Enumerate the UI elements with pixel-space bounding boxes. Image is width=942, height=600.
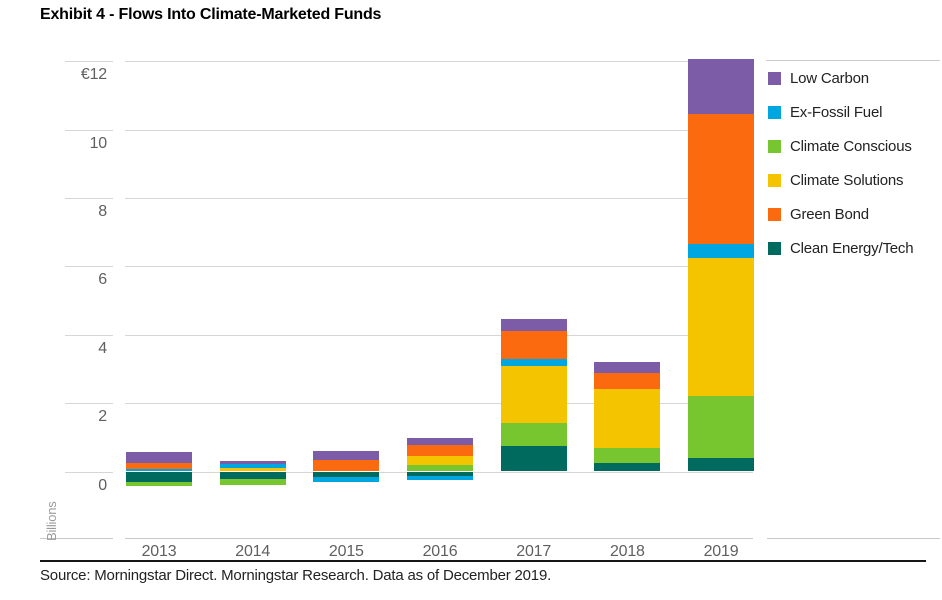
y-tick-mark bbox=[65, 129, 113, 131]
bar-segment-climate-solutions bbox=[219, 467, 286, 472]
x-tick-label: 2019 bbox=[703, 543, 739, 560]
legend-swatch bbox=[768, 208, 781, 221]
bar-segment-climate-conscious bbox=[126, 482, 192, 487]
legend-label: Climate Solutions bbox=[790, 172, 904, 189]
gridline bbox=[125, 403, 753, 405]
legend-label: Ex-Fossil Fuel bbox=[790, 104, 883, 121]
bar-segment-climate-conscious bbox=[407, 465, 473, 472]
bar-segment-climate-solutions bbox=[407, 455, 473, 465]
y-tick-mark bbox=[65, 197, 113, 199]
bar-segment-climate-solutions bbox=[594, 388, 661, 448]
bar-segment-clean-energy-tech bbox=[688, 457, 755, 472]
legend-item: Green Bond bbox=[768, 206, 940, 224]
legend-item: Climate Solutions bbox=[768, 172, 940, 190]
y-tick-label: 10 bbox=[89, 134, 108, 152]
legend-label: Clean Energy/Tech bbox=[790, 240, 914, 257]
x-tick-label: 2014 bbox=[235, 543, 271, 560]
y-tick-mark bbox=[65, 334, 113, 336]
exhibit-title: Exhibit 4 - Flows Into Climate-Marketed … bbox=[40, 6, 382, 23]
legend-swatch bbox=[768, 72, 781, 85]
bar-segment-clean-energy-tech bbox=[407, 471, 473, 476]
y-tick-label: 0 bbox=[98, 476, 107, 494]
bar-segment-green-bond bbox=[407, 445, 473, 456]
bar-segment-clean-energy-tech bbox=[500, 446, 567, 472]
bar-segment-low-carbon bbox=[313, 450, 380, 461]
bar-segment-climate-conscious bbox=[688, 396, 755, 458]
bar-segment-ex-fossil-fuel bbox=[688, 244, 755, 258]
y-tick-mark bbox=[65, 61, 113, 63]
legend-label: Climate Conscious bbox=[790, 138, 912, 155]
y-tick-label: 4 bbox=[98, 339, 107, 357]
legend-swatch bbox=[768, 242, 781, 255]
legend-item: Ex-Fossil Fuel bbox=[768, 104, 940, 122]
legend-label: Low Carbon bbox=[790, 70, 869, 87]
bar-segment-green-bond bbox=[500, 330, 567, 360]
y-tick-mark bbox=[65, 403, 113, 405]
gridline bbox=[125, 129, 753, 131]
bar-segment-ex-fossil-fuel bbox=[126, 469, 192, 472]
x-axis-line bbox=[125, 538, 753, 539]
bar-segment-low-carbon bbox=[688, 59, 755, 115]
legend-label: Green Bond bbox=[790, 206, 869, 223]
bar-segment-ex-fossil-fuel bbox=[313, 476, 380, 483]
y-tick-label: €12 bbox=[80, 66, 107, 84]
x-tick-label: 2015 bbox=[328, 543, 364, 560]
bar-segment-climate-conscious bbox=[594, 447, 661, 463]
bar-segment-green-bond bbox=[313, 460, 380, 472]
legend-item: Climate Conscious bbox=[768, 138, 940, 156]
bar-segment-clean-energy-tech bbox=[313, 471, 380, 477]
legend-swatch bbox=[768, 140, 781, 153]
y-axis-unit-label: Billions bbox=[44, 501, 59, 541]
legend-item: Clean Energy/Tech bbox=[768, 240, 940, 258]
legend-top-rule bbox=[766, 60, 940, 61]
bar-segment-low-carbon bbox=[500, 318, 567, 331]
bar-segment-clean-energy-tech bbox=[126, 471, 192, 483]
gridline bbox=[125, 61, 753, 63]
bar-segment-green-bond bbox=[594, 373, 661, 389]
x-axis-line bbox=[40, 538, 113, 539]
gridline bbox=[125, 197, 753, 199]
gridline bbox=[125, 334, 753, 336]
x-tick-label: 2017 bbox=[516, 543, 552, 560]
y-tick-label: 8 bbox=[98, 202, 107, 220]
bar-segment-low-carbon bbox=[219, 461, 286, 465]
source-attribution: Source: Morningstar Direct. Morningstar … bbox=[40, 567, 552, 584]
legend-swatch bbox=[768, 174, 781, 187]
bar-segment-ex-fossil-fuel bbox=[500, 359, 567, 367]
bar-segment-climate-solutions bbox=[688, 257, 755, 397]
bar-segment-green-bond bbox=[126, 462, 192, 470]
bar-segment-green-bond bbox=[688, 114, 755, 245]
y-tick-label: 2 bbox=[98, 408, 107, 426]
bar-segment-climate-conscious bbox=[500, 422, 567, 447]
y-tick-mark bbox=[65, 266, 113, 268]
x-tick-label: 2016 bbox=[422, 543, 458, 560]
x-axis-line bbox=[767, 538, 940, 539]
bar-segment-clean-energy-tech bbox=[219, 471, 286, 479]
bar-segment-ex-fossil-fuel bbox=[407, 475, 473, 481]
x-tick-label: 2013 bbox=[141, 543, 177, 560]
legend-swatch bbox=[768, 106, 781, 119]
bar-segment-low-carbon bbox=[126, 451, 192, 463]
bar-segment-ex-fossil-fuel bbox=[219, 464, 286, 468]
x-tick-label: 2018 bbox=[609, 543, 645, 560]
legend-item: Low Carbon bbox=[768, 70, 940, 88]
footer-divider-rule bbox=[40, 560, 926, 562]
gridline bbox=[125, 266, 753, 268]
bar-segment-climate-solutions bbox=[500, 366, 567, 423]
bar-segment-low-carbon bbox=[594, 362, 661, 374]
y-tick-mark bbox=[65, 471, 113, 473]
bar-segment-clean-energy-tech bbox=[594, 462, 661, 472]
bar-segment-low-carbon bbox=[407, 438, 473, 446]
bar-segment-climate-conscious bbox=[219, 478, 286, 485]
y-tick-label: 6 bbox=[98, 271, 107, 289]
